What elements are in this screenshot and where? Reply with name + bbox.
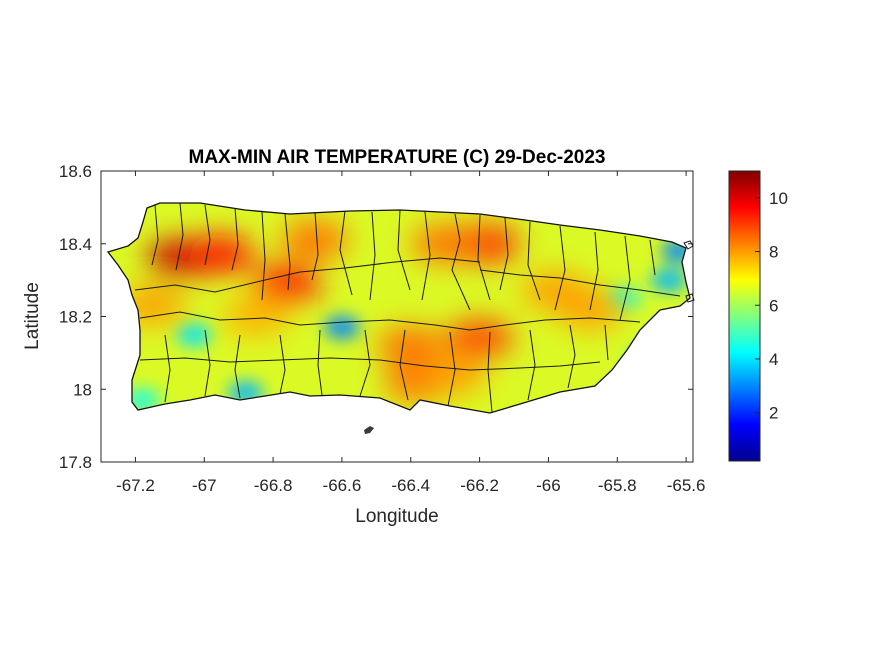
boundary-line	[339, 210, 353, 296]
warm-region	[280, 220, 349, 261]
x-tick-label: -67.2	[116, 476, 155, 495]
boundary-line	[134, 257, 481, 293]
boundary-line	[487, 331, 493, 413]
x-tick-label: -65.6	[667, 476, 706, 495]
y-tick-label: 17.8	[59, 453, 92, 472]
warm-region	[376, 325, 445, 366]
boundary-line	[139, 311, 436, 326]
boundary-line	[451, 213, 471, 311]
cool-region	[323, 315, 360, 340]
boundary-line	[434, 317, 641, 331]
offshore-island	[364, 426, 374, 434]
y-axis: 17.8 18 18.2 18.4 18.6	[59, 162, 693, 472]
colorbar	[728, 170, 761, 462]
boundary-line	[151, 204, 159, 266]
colorbar-tick-label: 6	[769, 296, 778, 315]
warm-region	[418, 354, 487, 395]
boundary-line	[279, 334, 286, 395]
boundary-line	[359, 329, 371, 397]
boundary-line	[139, 357, 601, 371]
colorbar-tick-label: 8	[769, 243, 778, 262]
x-tick-label: -66.6	[323, 476, 362, 495]
boundary-line	[284, 213, 291, 291]
boundary-line	[399, 329, 409, 401]
boundary-line	[554, 225, 566, 311]
boundary-line	[527, 221, 541, 301]
boundary-line	[231, 207, 239, 271]
boundary-line	[479, 269, 681, 297]
y-tick-label: 18.6	[59, 162, 92, 181]
boundary-line	[619, 235, 631, 321]
boundary-line	[447, 331, 456, 407]
boundary-line	[164, 334, 171, 403]
x-tick-label: -67	[192, 476, 217, 495]
chart-title: MAX-MIN AIR TEMPERATURE (C) 29-Dec-2023	[189, 147, 606, 168]
boundary-line	[527, 329, 536, 401]
boundary-line	[499, 217, 509, 291]
municipality-boundaries	[134, 202, 681, 413]
boundary-line	[477, 214, 491, 301]
y-tick-label: 18	[73, 380, 92, 399]
x-tick-label: -66.4	[391, 476, 430, 495]
boundary-line	[604, 324, 609, 361]
x-tick-label: -66.2	[460, 476, 499, 495]
boundary-line	[649, 239, 656, 276]
boundary-line	[421, 211, 431, 301]
offshore-island	[685, 293, 695, 303]
x-axis: -67.2 -67 -66.8 -66.6 -66.4 -66.2 -66 -65.8 -65.…	[116, 171, 705, 495]
boundary-line	[175, 202, 184, 271]
boundary-line	[204, 329, 211, 397]
x-axis-label: Longitude	[355, 506, 438, 527]
boundary-line	[317, 329, 323, 396]
cool-region	[175, 322, 212, 347]
boundary-line	[369, 211, 376, 301]
colorbar-ticks: 2 4 6 8 10	[755, 189, 788, 423]
boundary-line	[261, 211, 266, 301]
colorbar-tick-label: 4	[769, 350, 778, 369]
warm-region	[252, 263, 321, 304]
warm-region	[411, 223, 480, 264]
cool-region	[650, 268, 687, 293]
y-axis-label: Latitude	[22, 282, 43, 350]
boundary-line	[589, 231, 599, 311]
boundary-line	[311, 211, 319, 281]
x-tick-label: -66.8	[254, 476, 293, 495]
warm-region	[445, 318, 514, 359]
boundary-line	[567, 324, 576, 389]
y-tick-label: 18.4	[59, 235, 92, 254]
boundary-line	[234, 334, 241, 399]
colorbar-tick-label: 2	[769, 404, 778, 423]
x-tick-label: -66	[536, 476, 561, 495]
colorbar-tick-label: 10	[769, 189, 788, 208]
x-tick-label: -65.8	[598, 476, 637, 495]
boundary-line	[204, 204, 211, 266]
warm-region	[221, 296, 290, 337]
offshore-island	[683, 240, 694, 250]
warm-region	[187, 234, 256, 275]
y-tick-label: 18.2	[59, 308, 92, 327]
boundary-line	[397, 209, 411, 291]
